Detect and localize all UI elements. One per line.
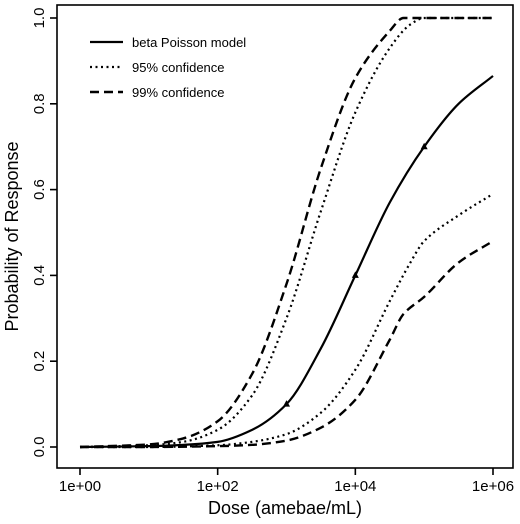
y-tick-label-3: 0.6 bbox=[31, 179, 48, 200]
series-line-ci95_upper bbox=[79, 16, 493, 449]
legend-label-model: beta Poisson model bbox=[132, 35, 246, 50]
x-axis-title: Dose (amebae/mL) bbox=[208, 498, 362, 518]
data-point-1 bbox=[351, 271, 359, 278]
y-tick-label-2: 0.4 bbox=[31, 265, 48, 286]
series-layer bbox=[79, 16, 494, 449]
plot-frame bbox=[56, 4, 514, 469]
observed-points bbox=[283, 142, 428, 407]
series-line-model bbox=[79, 75, 494, 449]
x-tick-label-3: 1e+06 bbox=[472, 478, 514, 495]
y-tick-label-4: 0.8 bbox=[31, 93, 48, 114]
series-line-ci99_lower bbox=[80, 240, 494, 449]
x-tick-label-2: 1e+04 bbox=[334, 478, 376, 495]
data-point-2 bbox=[420, 142, 428, 150]
y-tick-label-5: 1.0 bbox=[31, 8, 48, 29]
y-axis-title: Probability of Response bbox=[2, 141, 22, 331]
series-line-ci95_lower bbox=[80, 192, 494, 449]
x-axis: 1e+00 1e+02 1e+04 1e+06 bbox=[59, 468, 514, 495]
y-axis: 0.0 0.2 0.4 0.6 0.8 1.0 bbox=[31, 8, 57, 458]
y-tick-label-1: 0.2 bbox=[31, 351, 48, 372]
x-tick-label-1: 1e+02 bbox=[197, 478, 239, 495]
x-tick-label-0: 1e+00 bbox=[59, 478, 101, 495]
legend-label-ci99: 99% confidence bbox=[132, 85, 225, 100]
legend-label-ci95: 95% confidence bbox=[132, 60, 225, 75]
legend: beta Poisson model 95% confidence 99% conf… bbox=[90, 35, 246, 100]
series-line-ci99_upper bbox=[79, 16, 493, 449]
data-point-0 bbox=[283, 400, 290, 407]
y-tick-label-0: 0.0 bbox=[31, 437, 48, 458]
